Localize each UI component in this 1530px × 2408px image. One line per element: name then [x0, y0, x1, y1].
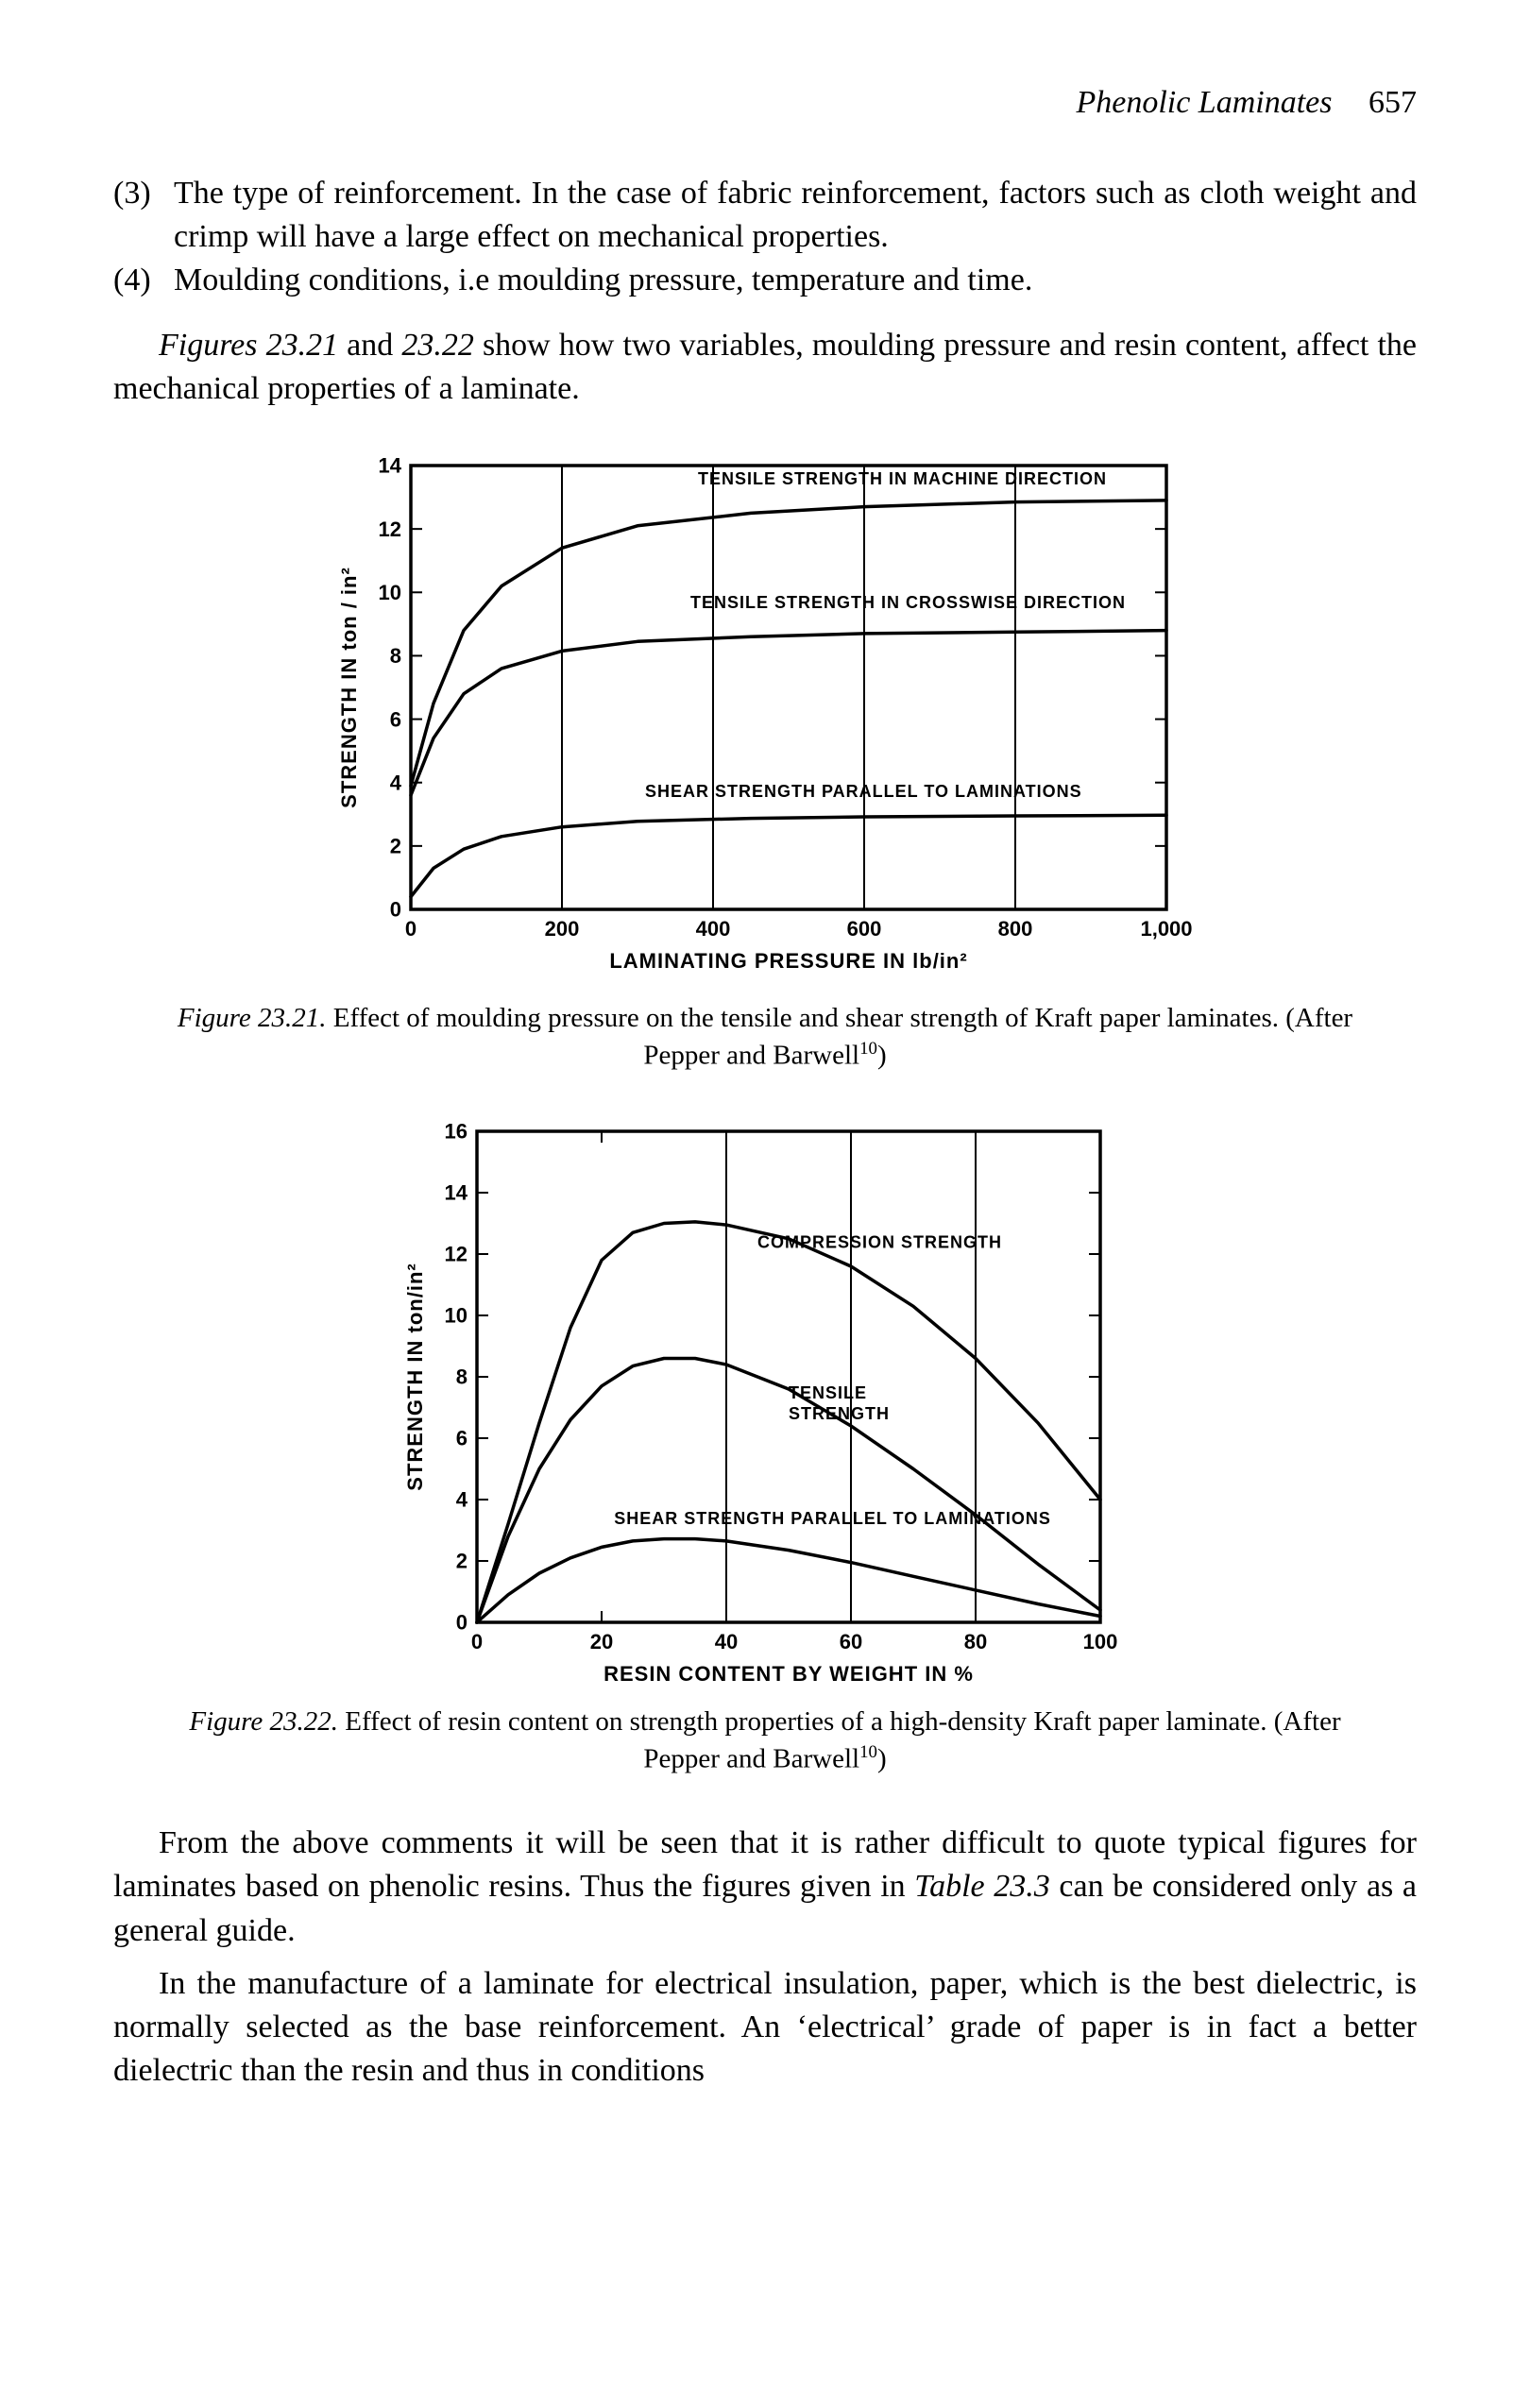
svg-text:TENSILE STRENGTH IN MACHINE: TENSILE STRENGTH IN MACHINE DIRECTION: [698, 469, 1107, 488]
list-marker: (4): [113, 259, 174, 302]
svg-text:10: 10: [445, 1304, 468, 1328]
svg-text:10: 10: [379, 581, 401, 604]
text: and: [338, 328, 401, 363]
caption-text: ): [877, 1041, 887, 1071]
svg-text:4: 4: [390, 772, 402, 795]
page-number: 657: [1368, 85, 1417, 120]
numbered-list: (3) The type of reinforcement. In the ca…: [113, 172, 1417, 303]
figure-reference: 23.22: [401, 328, 474, 363]
svg-text:16: 16: [445, 1120, 468, 1144]
list-marker: (3): [113, 172, 174, 259]
running-header: Phenolic Laminates 657: [113, 85, 1417, 121]
section-title: Phenolic Laminates: [1076, 85, 1332, 120]
svg-text:12: 12: [445, 1243, 468, 1266]
svg-text:14: 14: [379, 454, 402, 478]
svg-text:1,000: 1,000: [1140, 917, 1192, 941]
caption-text: Effect of moulding pressure on the tensi…: [327, 1003, 1353, 1071]
svg-text:SHEAR STRENGTH PARALLEL TO: SHEAR STRENGTH PARALLEL TO LAMINATIONS: [645, 782, 1082, 801]
paragraph: In the manufacture of a laminate for ele…: [113, 1962, 1417, 2094]
svg-text:2: 2: [390, 835, 401, 858]
svg-text:RESIN CONTENT BY WEIGHT IN: RESIN CONTENT BY WEIGHT IN %: [604, 1662, 974, 1685]
svg-text:2: 2: [456, 1550, 468, 1573]
list-text: Moulding conditions, i.e moulding pressu…: [174, 259, 1417, 302]
svg-text:400: 400: [696, 917, 731, 941]
svg-text:LAMINATING PRESSURE IN lb/i: LAMINATING PRESSURE IN lb/in²: [609, 949, 967, 973]
svg-text:12: 12: [379, 517, 401, 541]
figure-23-22: COMPRESSION STRENGTH TENSILE STRENGTH SHEAR…: [113, 1118, 1417, 1685]
svg-text:SHEAR STRENGTH PARALLEL TO: SHEAR STRENGTH PARALLEL TO LAMINATIONS: [614, 1509, 1051, 1528]
paragraph: Figures 23.21 and 23.22 show how two var…: [113, 324, 1417, 411]
figure-23-21-chart: TENSILE STRENGTH IN MACHINE DIRECTION TEN…: [321, 452, 1209, 981]
caption-text: Effect of resin content on strength prop…: [338, 1706, 1341, 1774]
caption-label: Figure 23.22.: [189, 1706, 338, 1737]
figure-23-22-caption: Figure 23.22. Effect of resin content on…: [161, 1704, 1369, 1778]
svg-text:80: 80: [964, 1630, 987, 1653]
list-item: (4) Moulding conditions, i.e moulding pr…: [113, 259, 1417, 302]
svg-text:0: 0: [390, 898, 401, 922]
svg-text:100: 100: [1083, 1630, 1118, 1653]
svg-text:8: 8: [390, 644, 401, 668]
figure-23-21-caption: Figure 23.21. Effect of moulding pressur…: [161, 1000, 1369, 1075]
figure-23-22-chart: COMPRESSION STRENGTH TENSILE STRENGTH SHEAR…: [373, 1118, 1157, 1685]
figure-reference: Figures 23.21: [159, 328, 338, 363]
svg-text:6: 6: [456, 1427, 468, 1450]
svg-text:6: 6: [390, 707, 401, 731]
paragraph: From the above comments it will be seen …: [113, 1822, 1417, 1953]
svg-text:4: 4: [456, 1488, 468, 1512]
svg-text:0: 0: [471, 1630, 483, 1653]
svg-text:600: 600: [847, 917, 882, 941]
list-item: (3) The type of reinforcement. In the ca…: [113, 172, 1417, 259]
svg-text:TENSILE STRENGTH IN CROSSWI: TENSILE STRENGTH IN CROSSWISE DIRECTION: [690, 593, 1126, 612]
svg-text:COMPRESSION STRENGTH: COMPRESSION STRENGTH: [757, 1233, 1002, 1252]
svg-text:STRENGTH IN ton / in²: STRENGTH IN ton / in²: [337, 567, 361, 808]
svg-text:0: 0: [456, 1611, 468, 1635]
svg-text:STRENGTH: STRENGTH: [789, 1404, 890, 1423]
svg-text:14: 14: [445, 1181, 468, 1205]
svg-text:8: 8: [456, 1365, 468, 1389]
svg-text:800: 800: [998, 917, 1033, 941]
svg-text:20: 20: [590, 1630, 613, 1653]
svg-text:0: 0: [405, 917, 416, 941]
caption-label: Figure 23.21.: [178, 1003, 327, 1033]
caption-superscript: 10: [859, 1742, 877, 1762]
list-text: The type of reinforcement. In the case o…: [174, 172, 1417, 259]
svg-text:200: 200: [545, 917, 580, 941]
figure-23-21: TENSILE STRENGTH IN MACHINE DIRECTION TEN…: [113, 452, 1417, 981]
caption-text: ): [877, 1744, 887, 1774]
svg-text:TENSILE: TENSILE: [789, 1383, 867, 1402]
caption-superscript: 10: [859, 1039, 877, 1059]
svg-text:60: 60: [840, 1630, 862, 1653]
svg-text:40: 40: [715, 1630, 738, 1653]
svg-text:STRENGTH IN ton/in²: STRENGTH IN ton/in²: [403, 1263, 427, 1490]
table-reference: Table 23.3: [914, 1869, 1049, 1904]
